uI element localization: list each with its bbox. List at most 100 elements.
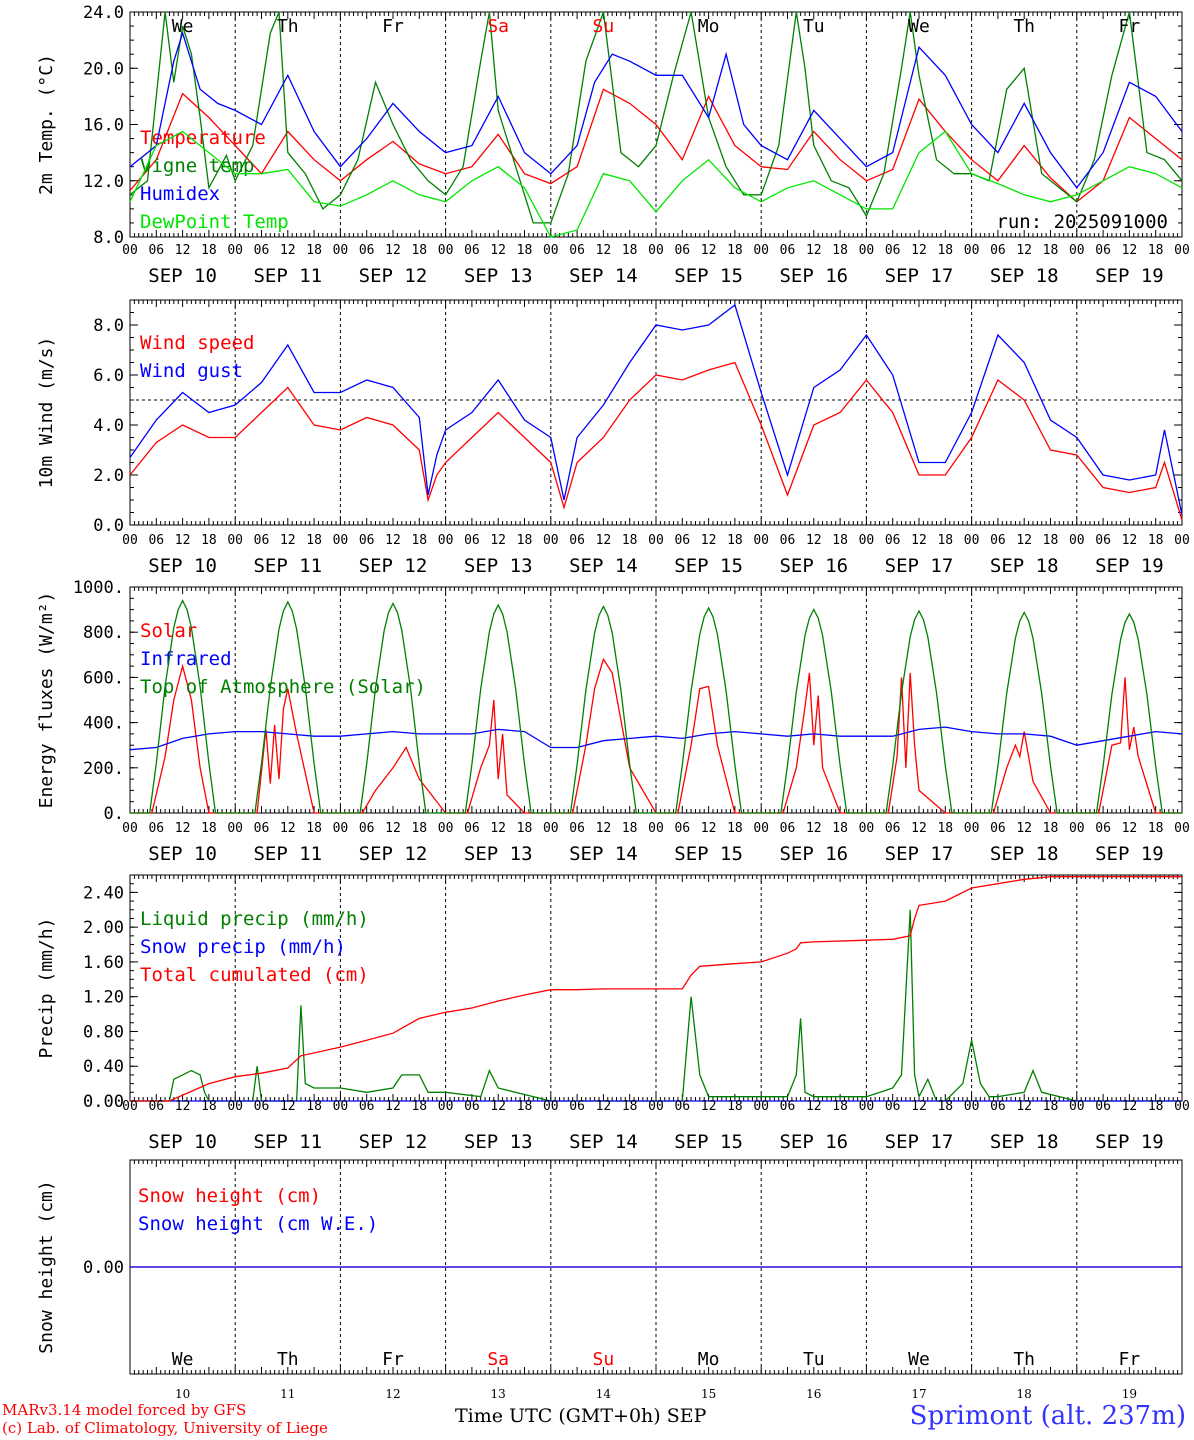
- x-hour-label: 06: [359, 533, 375, 548]
- date-label: SEP 17: [885, 843, 954, 865]
- date-label: SEP 18: [990, 265, 1059, 287]
- x-hour-label: 06: [1095, 1099, 1111, 1114]
- x-hour-label: 12: [280, 821, 296, 836]
- y-axis-label: Snow height (cm): [36, 1180, 57, 1353]
- weekday-label: Mo: [698, 1349, 720, 1370]
- x-hour-label: 06: [148, 533, 164, 548]
- x-hour-label: 18: [306, 1099, 322, 1114]
- x-hour-label: 12: [596, 1099, 612, 1114]
- date-label: SEP 11: [253, 265, 322, 287]
- date-label: SEP 13: [464, 555, 533, 577]
- x-hour-label: 00: [333, 821, 349, 836]
- y-tick-label: 2.40: [83, 883, 124, 903]
- date-label: SEP 16: [779, 843, 848, 865]
- x-hour-label: 12: [911, 821, 927, 836]
- x-hour-label: 06: [990, 821, 1006, 836]
- x-hour-label: 12: [911, 1099, 927, 1114]
- x-hour-label: 06: [359, 1099, 375, 1114]
- date-label: SEP 12: [359, 1131, 428, 1153]
- x-hour-label: 12: [911, 533, 927, 548]
- x-hour-label: 00: [648, 821, 664, 836]
- x-hour-label: 18: [1148, 821, 1164, 836]
- x-hour-label: 00: [859, 1099, 875, 1114]
- x-hour-label: 18: [1043, 533, 1059, 548]
- x-hour-label: 06: [569, 533, 585, 548]
- weekday-label: Fr: [1119, 16, 1141, 37]
- x-hour-label: 00: [543, 821, 559, 836]
- weekday-label: Tu: [803, 16, 825, 37]
- x-hour-label: 00: [753, 821, 769, 836]
- y-tick-label: 200.: [83, 759, 124, 779]
- legend-entry: Total cumulated (cm): [140, 964, 369, 986]
- date-label: SEP 11: [253, 1131, 322, 1153]
- x-hour-label: 06: [674, 533, 690, 548]
- x-hour-label: 12: [806, 243, 822, 258]
- x-hour-label: 18: [937, 533, 953, 548]
- date-label: SEP 13: [464, 265, 533, 287]
- x-hour-label: 00: [1069, 821, 1085, 836]
- x-hour-label: 06: [780, 1099, 796, 1114]
- x-hour-label: 18: [306, 243, 322, 258]
- x-hour-label: 18: [411, 533, 427, 548]
- x-hour-label: 18: [201, 821, 217, 836]
- x-hour-label: 00: [1174, 1099, 1190, 1114]
- legend-entry: Snow height (cm W.E.): [138, 1213, 378, 1235]
- x-hour-label: 18: [201, 533, 217, 548]
- x-hour-label: 18: [411, 1099, 427, 1114]
- weekday-label: Mo: [698, 16, 720, 37]
- legend-entry: Infrared: [140, 648, 232, 670]
- x-hour-label: 06: [148, 821, 164, 836]
- x-hour-label: 18: [622, 243, 638, 258]
- y-tick-label: 6.0: [93, 366, 124, 386]
- x-hour-label: 06: [780, 533, 796, 548]
- series-line-wind-speed: [129, 361, 1183, 521]
- x-hour-label: 12: [1122, 533, 1138, 548]
- x-hour-label: 00: [333, 1099, 349, 1114]
- x-hour-label: 06: [254, 533, 270, 548]
- x-hour-label: 12: [1122, 821, 1138, 836]
- x-hour-label: 12: [596, 533, 612, 548]
- x-hour-label: 18: [727, 243, 743, 258]
- legend-entry: Solar: [140, 620, 197, 642]
- date-label: SEP 15: [674, 1131, 743, 1153]
- weekday-label: We: [172, 16, 194, 37]
- x-hour-label: 00: [964, 1099, 980, 1114]
- y-axis-label: Energy fluxes (W/m²): [36, 592, 57, 809]
- x-hour-label: 06: [464, 243, 480, 258]
- x-hour-label: 00: [859, 821, 875, 836]
- x-hour-label: 06: [464, 533, 480, 548]
- x-hour-label: 00: [122, 533, 138, 548]
- series-line-top-of-atmosphere-solar-: [130, 599, 1182, 814]
- run-label: run: 2025091000: [996, 211, 1168, 233]
- date-label: SEP 14: [569, 843, 638, 865]
- x-hour-label: 12: [385, 821, 401, 836]
- x-hour-label: 06: [780, 243, 796, 258]
- date-label: SEP 14: [569, 265, 638, 287]
- x-hour-label: 00: [438, 821, 454, 836]
- x-hour-label: 00: [964, 533, 980, 548]
- date-label: SEP 19: [1095, 555, 1164, 577]
- date-label: SEP 16: [779, 1131, 848, 1153]
- x-hour-label: 00: [753, 243, 769, 258]
- y-tick-label: 0.00: [83, 1258, 124, 1278]
- legend-entry: Wind speed: [140, 332, 254, 354]
- legend-entry: Snow height (cm): [138, 1185, 321, 1207]
- x-hour-label: 06: [674, 821, 690, 836]
- y-tick-label: 1000.: [73, 578, 124, 598]
- x-hour-label: 00: [753, 1099, 769, 1114]
- x-hour-label: 18: [1043, 821, 1059, 836]
- x-hour-label: 12: [1016, 243, 1032, 258]
- day-number: 18: [1017, 1387, 1032, 1401]
- date-label: SEP 17: [885, 1131, 954, 1153]
- x-hour-label: 18: [517, 533, 533, 548]
- y-tick-label: 8.0: [93, 316, 124, 336]
- legend-entry: Snow precip (mm/h): [140, 936, 346, 958]
- x-hour-label: 00: [1069, 1099, 1085, 1114]
- x-hour-label: 06: [780, 821, 796, 836]
- date-label: SEP 16: [779, 555, 848, 577]
- weekday-label: Sa: [487, 1349, 509, 1370]
- x-hour-label: 00: [122, 821, 138, 836]
- y-tick-label: 24.0: [83, 3, 124, 23]
- y-tick-label: 0.80: [83, 1022, 124, 1042]
- y-tick-label: 1.20: [83, 988, 124, 1008]
